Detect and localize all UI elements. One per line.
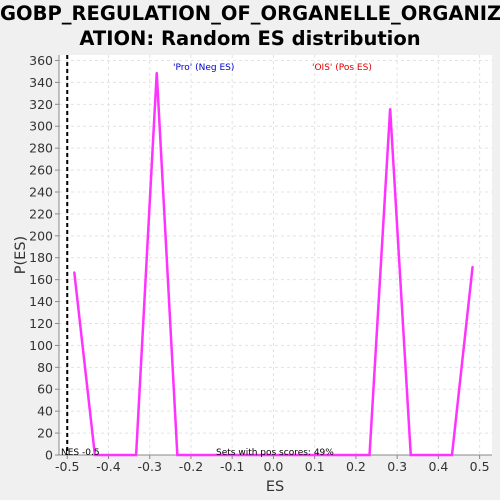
x-tick-label: -0.1 (220, 459, 244, 474)
x-tick-label: -0.4 (96, 459, 120, 474)
x-axis-title: ES (266, 479, 284, 495)
series-points (73, 71, 474, 456)
nes-label: NES -0.5 (61, 448, 100, 458)
chart-title-line-2: ATION: Random ES distribution (79, 27, 421, 50)
x-tick-label: 0.4 (428, 459, 448, 474)
y-tick-label: 200 (29, 228, 53, 243)
y-tick-label: 360 (29, 53, 53, 68)
y-tick-label: 280 (29, 141, 53, 156)
y-tick-label: 240 (29, 184, 53, 199)
y-tick-label: 20 (37, 426, 53, 441)
y-tick-label: 80 (37, 360, 53, 375)
y-tick-label: 140 (29, 294, 53, 309)
pos-es-label: 'OIS' (Pos ES) (312, 63, 372, 73)
chart-title-line-1: GOBP_REGULATION_OF_ORGANELLE_ORGANIZ (0, 2, 500, 25)
x-tick-label: 0.0 (263, 459, 283, 474)
y-tick-label: 180 (29, 250, 53, 265)
series-point (135, 454, 137, 456)
y-tick-label: 220 (29, 206, 53, 221)
y-tick-label: 300 (29, 119, 53, 134)
x-tick-label: 0.5 (470, 459, 490, 474)
sets-pos-label: Sets with pos scores: 49% (216, 448, 334, 458)
y-tick-label: 320 (29, 97, 53, 112)
y-tick-label: 60 (37, 382, 53, 397)
y-tick-label: 100 (29, 338, 53, 353)
x-tick-label: -0.5 (55, 459, 79, 474)
x-tick-label: 0.3 (387, 459, 407, 474)
series-point (94, 454, 96, 456)
y-axis-title: P(ES) (13, 236, 29, 274)
y-tick-label: 40 (37, 404, 53, 419)
series-point (368, 454, 371, 456)
plot-area (59, 55, 492, 455)
series-point (451, 454, 453, 456)
series-point (471, 265, 474, 268)
series-line (73, 72, 474, 457)
x-tick-label: -0.2 (179, 459, 203, 474)
series-point (389, 107, 391, 110)
series-point (176, 454, 179, 456)
y-tick-label: 160 (29, 272, 53, 287)
series-point (409, 454, 412, 456)
x-tick-label: 0.1 (305, 459, 325, 474)
series-point (155, 71, 158, 74)
y-tick-label: 120 (29, 316, 53, 331)
y-tick-label: 0 (45, 448, 53, 463)
x-tick-label: -0.3 (138, 459, 162, 474)
neg-es-label: 'Pro' (Neg ES) (173, 63, 234, 73)
series-point (73, 271, 76, 273)
x-tick-label: 0.2 (346, 459, 366, 474)
axis-ticks: 0 20 40 60 80 100 120 140 160 180 200 220 240 260 280 3… (29, 53, 489, 474)
y-tick-label: 340 (29, 75, 53, 90)
y-tick-label: 260 (29, 163, 53, 178)
